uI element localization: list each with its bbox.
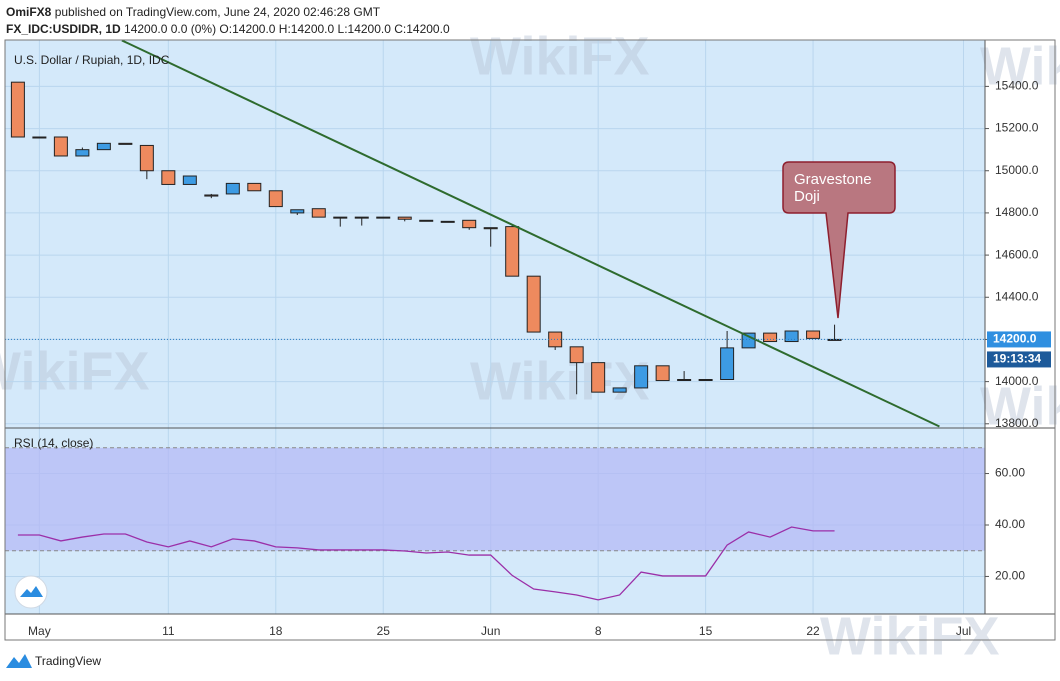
tv-badge-icon [20, 586, 43, 597]
candle-body [677, 379, 692, 381]
y-tick-label: 14800.0 [995, 205, 1039, 219]
x-tick-label: Jul [956, 624, 971, 638]
y-tick-label: 14600.0 [995, 247, 1039, 261]
candle-body [548, 331, 563, 348]
candle-body [827, 338, 842, 341]
trendline [121, 39, 940, 428]
outer-frame [4, 39, 1056, 641]
last-price-badge [987, 331, 1051, 348]
header-line2: FX_IDC:USDIDR, 1D 14200.0 0.0 (0%) O:142… [6, 22, 450, 36]
chart-layer: WikiFXWikiFXWikiFXWikiFXWikiFXWikiFXMay1… [0, 26, 1060, 666]
countdown: 19:13:34 [993, 352, 1041, 366]
y-tick-label: 20.00 [995, 569, 1025, 583]
callout: Gravestone Doji [782, 161, 896, 319]
y-tick-label: 60.00 [995, 466, 1025, 480]
candle-body [32, 136, 47, 139]
candle-body [204, 194, 219, 197]
rsi-line [17, 526, 835, 601]
x-tick-label: 25 [377, 624, 391, 638]
tv-badge-circle [14, 575, 48, 609]
price-pane-title: U.S. Dollar / Rupiah, 1D, IDC [14, 53, 170, 67]
watermark: WikiFX [980, 36, 1060, 96]
x-tick-label: 18 [269, 624, 283, 638]
footer-logo [6, 654, 32, 668]
candle-body [139, 144, 154, 172]
candle-body [440, 220, 455, 223]
candle-body [376, 216, 391, 219]
x-tick-label: May [28, 624, 51, 638]
x-tick-label: 22 [806, 624, 820, 638]
y-tick-label: 15400.0 [995, 79, 1039, 93]
candle-body [784, 330, 799, 343]
candle-body [720, 347, 735, 381]
y-tick-label: 15000.0 [995, 163, 1039, 177]
candle-body [96, 142, 111, 151]
y-tick-label: 14400.0 [995, 289, 1039, 303]
author: OmiFX8 [6, 5, 52, 19]
watermark: WikiFX [470, 26, 650, 86]
candle-body [311, 208, 326, 218]
candle-body [806, 330, 821, 339]
footer-text: TradingView [35, 654, 101, 668]
quote: 14200.0 0.0 (0%) O:14200.0 H:14200.0 L:1… [124, 22, 450, 36]
tv-badge [14, 575, 48, 609]
candle-body [182, 175, 197, 185]
y-tick-label: 15200.0 [995, 121, 1039, 135]
candle-body [462, 219, 477, 229]
callout-text: Gravestone [794, 171, 872, 188]
x-tick-label: Jun [481, 624, 500, 638]
candle-body [247, 182, 262, 192]
callout-text: Doji [794, 188, 820, 205]
rsi-band [5, 447, 985, 551]
y-tick-label: 13800.0 [995, 416, 1039, 430]
candle-body [225, 182, 240, 195]
candle-body [354, 216, 369, 219]
header-line1: OmiFX8 published on TradingView.com, Jun… [6, 5, 381, 19]
y-tick-label: 40.00 [995, 517, 1025, 531]
published: published on TradingView.com, June 24, 2… [55, 5, 381, 19]
candle-body [634, 365, 649, 389]
candle-body [591, 362, 606, 393]
last-price-label: 14200.0 [993, 332, 1037, 346]
candle-body [526, 275, 541, 333]
watermark: WikiFX [980, 376, 1060, 436]
countdown-badge [987, 351, 1051, 368]
y-tick-label: 14000.0 [995, 374, 1039, 388]
x-tick-label: 8 [595, 624, 602, 638]
watermark: WikiFX [820, 606, 1000, 666]
callout-box [782, 161, 896, 319]
candle-body [505, 226, 520, 277]
candle-body [268, 190, 283, 208]
candle-body [698, 379, 713, 381]
candle-body [419, 219, 434, 222]
candle-body [290, 209, 305, 214]
candle-body [763, 332, 778, 343]
watermark: WikiFX [0, 341, 150, 401]
candle-body [10, 81, 25, 138]
footer-icon [6, 654, 32, 668]
candle-body [397, 216, 412, 220]
candle-body [612, 387, 627, 393]
candle-body [118, 142, 133, 145]
frame [4, 39, 1056, 641]
candle-body [569, 346, 584, 364]
symbol: FX_IDC:USDIDR, 1D [6, 22, 121, 36]
rsi-pane-title: RSI (14, close) [14, 436, 93, 450]
x-tick-label: 15 [699, 624, 713, 638]
candle-body [161, 170, 176, 185]
candle-body [483, 227, 498, 230]
candle-body [655, 365, 670, 382]
candle-body [75, 149, 90, 157]
candle-body [333, 216, 348, 219]
candle-body [53, 136, 68, 157]
x-tick-label: 11 [162, 624, 175, 638]
